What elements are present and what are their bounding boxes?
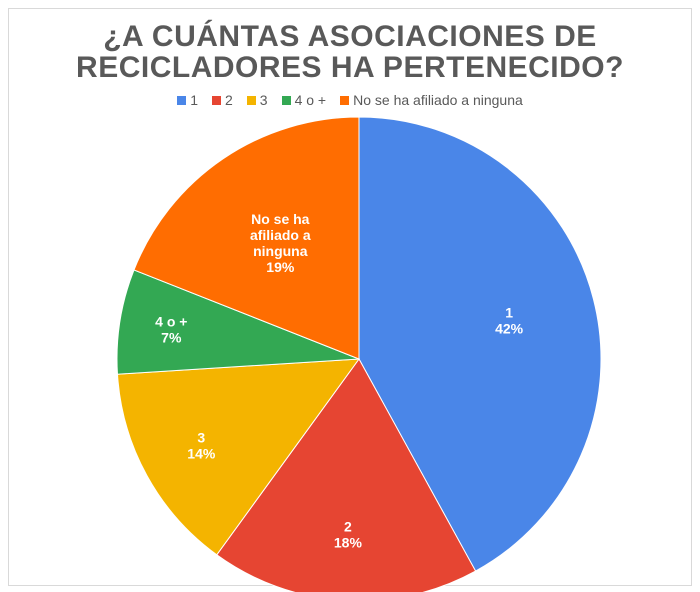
legend-swatch-3 [246,95,256,105]
chart-title-line-1: ¿A CUÁNTAS ASOCIACIONES DE [103,20,597,53]
slice-label-2: 2 18% [334,519,363,551]
slice-label-line: 4 o + [155,313,187,329]
slice-label-ninguna: No se ha afiliado a ninguna 19% [250,211,311,275]
chart-title: ¿A CUÁNTAS ASOCIACIONES DE RECICLADORES … [0,21,700,83]
slice-label-line: 2 [344,519,352,535]
slice-label-line: afiliado a [250,227,311,243]
chart-legend: 1 2 3 4 o + No se ha afiliado a ninguna [0,92,700,108]
legend-item-4-o-mas: 4 o + [281,92,327,108]
legend-swatch-4-o-mas [281,95,291,105]
legend-swatch-ninguna [340,95,350,105]
legend-item-ninguna: No se ha afiliado a ninguna [340,92,523,108]
slice-label-line: 18% [334,535,363,551]
legend-label-1: 1 [190,92,198,108]
slice-label-line: 3 [197,430,205,446]
pie-slice-1 [358,116,602,572]
legend-item-3: 3 [246,92,268,108]
slice-label-line: ninguna [253,243,308,259]
slice-label-line: 14% [187,446,216,462]
slice-label-3: 3 14% [187,430,216,462]
legend-label-3: 3 [259,92,268,108]
slice-label-line: No se ha [251,211,310,227]
slice-label-1: 1 42% [495,305,524,337]
slice-label-line: 7% [161,329,182,345]
legend-item-1: 1 [177,92,198,108]
legend-label-4-o-mas: 4 o + [294,92,327,108]
chart-title-line-2: RECICLADORES HA PERTENECIDO? [76,51,624,84]
pie-slice-ninguna [133,116,360,360]
legend-label-ninguna: No se ha afiliado a ninguna [353,92,523,108]
slice-label-line: 19% [266,259,295,275]
slice-label-line: 42% [495,321,524,337]
pie-slice-4-o-mas [116,269,360,375]
slice-label-4-o-mas: 4 o +7% [155,313,187,345]
legend-label-2: 2 [224,92,233,108]
legend-item-2: 2 [211,92,233,108]
legend-swatch-2 [211,95,221,105]
legend-swatch-1 [177,95,187,105]
pie-slice-2 [216,358,477,592]
pie-slice-3 [116,358,361,556]
slice-label-line: 1 [505,305,513,321]
